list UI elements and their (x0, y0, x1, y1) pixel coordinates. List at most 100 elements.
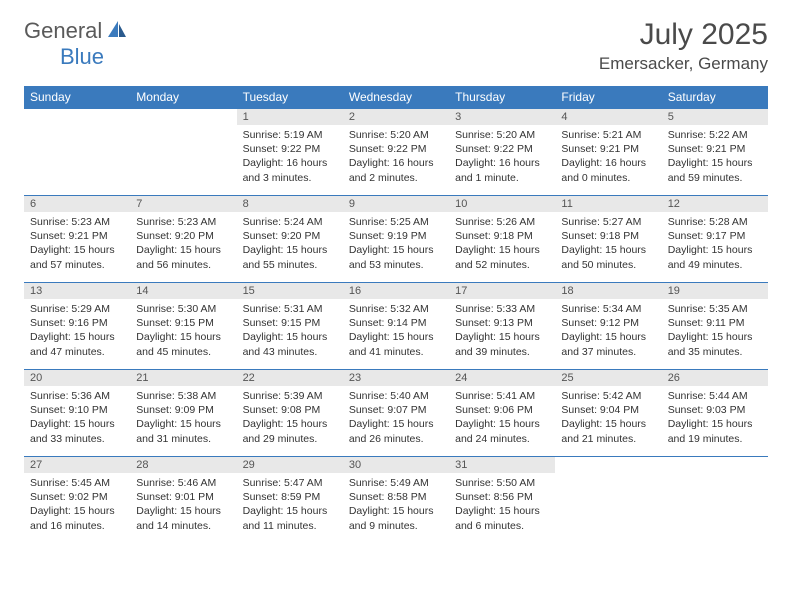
day-content-cell (130, 125, 236, 195)
day-content-cell: Sunrise: 5:20 AMSunset: 9:22 PMDaylight:… (343, 125, 449, 195)
header: General July 2025 Emersacker, Germany (24, 18, 768, 74)
day-content: Sunrise: 5:38 AMSunset: 9:09 PMDaylight:… (130, 386, 236, 452)
day-number: 15 (237, 282, 343, 299)
day-content: Sunrise: 5:23 AMSunset: 9:21 PMDaylight:… (24, 212, 130, 278)
day-content-cell: Sunrise: 5:21 AMSunset: 9:21 PMDaylight:… (555, 125, 661, 195)
day-content: Sunrise: 5:22 AMSunset: 9:21 PMDaylight:… (662, 125, 768, 191)
day-content-cell: Sunrise: 5:39 AMSunset: 9:08 PMDaylight:… (237, 386, 343, 456)
day-number (555, 456, 661, 473)
day-number-cell: 7 (130, 195, 236, 212)
month-title: July 2025 (599, 18, 768, 52)
content-row: Sunrise: 5:29 AMSunset: 9:16 PMDaylight:… (24, 299, 768, 369)
day-content: Sunrise: 5:50 AMSunset: 8:56 PMDaylight:… (449, 473, 555, 539)
day-number: 7 (130, 195, 236, 212)
day-content-cell: Sunrise: 5:33 AMSunset: 9:13 PMDaylight:… (449, 299, 555, 369)
day-content-cell: Sunrise: 5:26 AMSunset: 9:18 PMDaylight:… (449, 212, 555, 282)
day-number: 8 (237, 195, 343, 212)
day-number: 12 (662, 195, 768, 212)
day-number-cell: 8 (237, 195, 343, 212)
content-row: Sunrise: 5:45 AMSunset: 9:02 PMDaylight:… (24, 473, 768, 543)
day-number-cell: 22 (237, 369, 343, 386)
day-content: Sunrise: 5:26 AMSunset: 9:18 PMDaylight:… (449, 212, 555, 278)
day-content: Sunrise: 5:24 AMSunset: 9:20 PMDaylight:… (237, 212, 343, 278)
day-number: 5 (662, 108, 768, 125)
day-content: Sunrise: 5:40 AMSunset: 9:07 PMDaylight:… (343, 386, 449, 452)
day-content: Sunrise: 5:49 AMSunset: 8:58 PMDaylight:… (343, 473, 449, 539)
weekday-header: Tuesday (237, 86, 343, 108)
day-content-cell: Sunrise: 5:36 AMSunset: 9:10 PMDaylight:… (24, 386, 130, 456)
logo-text-general: General (24, 18, 102, 44)
day-content: Sunrise: 5:20 AMSunset: 9:22 PMDaylight:… (343, 125, 449, 191)
day-number-cell: 5 (662, 108, 768, 125)
day-number-cell: 23 (343, 369, 449, 386)
day-content-cell (662, 473, 768, 543)
day-number-cell: 1 (237, 108, 343, 125)
day-number: 11 (555, 195, 661, 212)
day-number: 1 (237, 108, 343, 125)
day-content-cell: Sunrise: 5:30 AMSunset: 9:15 PMDaylight:… (130, 299, 236, 369)
day-content: Sunrise: 5:36 AMSunset: 9:10 PMDaylight:… (24, 386, 130, 452)
day-content-cell: Sunrise: 5:44 AMSunset: 9:03 PMDaylight:… (662, 386, 768, 456)
day-number-cell: 14 (130, 282, 236, 299)
day-content: Sunrise: 5:44 AMSunset: 9:03 PMDaylight:… (662, 386, 768, 452)
day-number-cell: 10 (449, 195, 555, 212)
day-content: Sunrise: 5:45 AMSunset: 9:02 PMDaylight:… (24, 473, 130, 539)
day-content-cell: Sunrise: 5:24 AMSunset: 9:20 PMDaylight:… (237, 212, 343, 282)
day-content: Sunrise: 5:25 AMSunset: 9:19 PMDaylight:… (343, 212, 449, 278)
day-number: 19 (662, 282, 768, 299)
day-number: 4 (555, 108, 661, 125)
day-content: Sunrise: 5:23 AMSunset: 9:20 PMDaylight:… (130, 212, 236, 278)
day-number-cell (662, 456, 768, 473)
day-number-cell: 28 (130, 456, 236, 473)
day-number: 2 (343, 108, 449, 125)
location: Emersacker, Germany (599, 54, 768, 74)
day-number: 22 (237, 369, 343, 386)
day-number: 23 (343, 369, 449, 386)
day-content-cell: Sunrise: 5:28 AMSunset: 9:17 PMDaylight:… (662, 212, 768, 282)
daynum-row: 6789101112 (24, 195, 768, 212)
day-content: Sunrise: 5:21 AMSunset: 9:21 PMDaylight:… (555, 125, 661, 191)
day-content: Sunrise: 5:30 AMSunset: 9:15 PMDaylight:… (130, 299, 236, 365)
day-number: 27 (24, 456, 130, 473)
weekday-header: Monday (130, 86, 236, 108)
day-content-cell: Sunrise: 5:32 AMSunset: 9:14 PMDaylight:… (343, 299, 449, 369)
day-number-cell: 13 (24, 282, 130, 299)
day-number-cell: 24 (449, 369, 555, 386)
day-content-cell: Sunrise: 5:27 AMSunset: 9:18 PMDaylight:… (555, 212, 661, 282)
day-number: 16 (343, 282, 449, 299)
day-content-cell: Sunrise: 5:29 AMSunset: 9:16 PMDaylight:… (24, 299, 130, 369)
day-number-cell: 9 (343, 195, 449, 212)
day-number: 18 (555, 282, 661, 299)
day-content-cell: Sunrise: 5:31 AMSunset: 9:15 PMDaylight:… (237, 299, 343, 369)
logo-sail-icon (106, 19, 128, 44)
day-number: 26 (662, 369, 768, 386)
day-content-cell: Sunrise: 5:25 AMSunset: 9:19 PMDaylight:… (343, 212, 449, 282)
day-number: 29 (237, 456, 343, 473)
daynum-row: 2728293031 (24, 456, 768, 473)
day-number: 14 (130, 282, 236, 299)
weekday-header: Wednesday (343, 86, 449, 108)
day-content: Sunrise: 5:28 AMSunset: 9:17 PMDaylight:… (662, 212, 768, 278)
day-number (130, 108, 236, 125)
day-number-cell: 11 (555, 195, 661, 212)
day-number-cell (24, 108, 130, 125)
day-content-cell: Sunrise: 5:45 AMSunset: 9:02 PMDaylight:… (24, 473, 130, 543)
day-content: Sunrise: 5:32 AMSunset: 9:14 PMDaylight:… (343, 299, 449, 365)
calendar-table: SundayMondayTuesdayWednesdayThursdayFrid… (24, 86, 768, 543)
day-content-cell: Sunrise: 5:35 AMSunset: 9:11 PMDaylight:… (662, 299, 768, 369)
day-number: 21 (130, 369, 236, 386)
day-number-cell: 21 (130, 369, 236, 386)
day-content: Sunrise: 5:42 AMSunset: 9:04 PMDaylight:… (555, 386, 661, 452)
day-number-cell: 18 (555, 282, 661, 299)
day-number (662, 456, 768, 473)
day-content-cell: Sunrise: 5:47 AMSunset: 8:59 PMDaylight:… (237, 473, 343, 543)
day-number: 24 (449, 369, 555, 386)
day-content: Sunrise: 5:47 AMSunset: 8:59 PMDaylight:… (237, 473, 343, 539)
day-content-cell: Sunrise: 5:50 AMSunset: 8:56 PMDaylight:… (449, 473, 555, 543)
logo-text-blue: Blue (60, 44, 104, 69)
day-content-cell: Sunrise: 5:40 AMSunset: 9:07 PMDaylight:… (343, 386, 449, 456)
day-number: 10 (449, 195, 555, 212)
day-number (24, 108, 130, 125)
day-number-cell: 29 (237, 456, 343, 473)
day-number: 20 (24, 369, 130, 386)
